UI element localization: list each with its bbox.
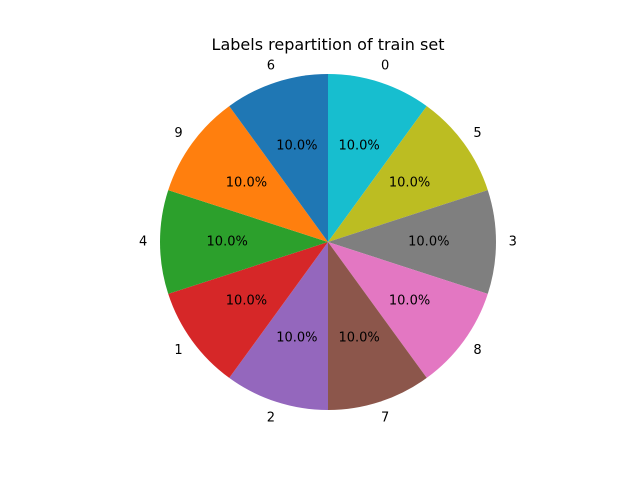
pie-slice-8: [328, 242, 488, 378]
slice-percent-7: 10.0%: [338, 330, 379, 345]
slice-percent-2: 10.0%: [276, 330, 317, 345]
slice-label-2: 2: [267, 410, 275, 425]
pie-labels: 0 10.0% 5 10.0% 3 10.0% 8 10.0% 7 10.0% 2 10.0% 1 10.…: [139, 59, 517, 426]
slice-label-8: 8: [473, 343, 481, 358]
slice-percent-0: 10.0%: [338, 139, 379, 154]
slice-percent-3: 10.0%: [408, 235, 449, 250]
slice-percent-6: 10.0%: [276, 139, 317, 154]
pie-slice-7: [328, 242, 427, 410]
slice-label-0: 0: [381, 59, 389, 74]
slice-label-9: 9: [174, 126, 182, 141]
slice-label-1: 1: [174, 343, 182, 358]
pie-slice-0: [328, 74, 427, 242]
pie-slice-3: [328, 190, 497, 294]
slice-percent-5: 10.0%: [389, 175, 430, 190]
slice-label-7: 7: [381, 410, 389, 425]
pie-slice-5: [328, 106, 488, 242]
pie-slices: [159, 74, 497, 410]
slice-label-3: 3: [509, 235, 517, 250]
slice-percent-4: 10.0%: [207, 235, 248, 250]
pie-slice-2: [229, 242, 328, 410]
pie-slice-4: [159, 190, 328, 294]
pie-slice-6: [229, 74, 328, 242]
pie-slice-1: [168, 242, 328, 378]
slice-percent-1: 10.0%: [226, 294, 267, 309]
pie-slice-9: [168, 106, 328, 242]
slice-label-4: 4: [139, 235, 147, 250]
slice-percent-9: 10.0%: [226, 175, 267, 190]
slice-label-5: 5: [473, 126, 481, 141]
chart-title: Labels repartition of train set: [212, 35, 445, 54]
slice-percent-8: 10.0%: [389, 294, 430, 309]
slice-label-6: 6: [267, 59, 275, 74]
